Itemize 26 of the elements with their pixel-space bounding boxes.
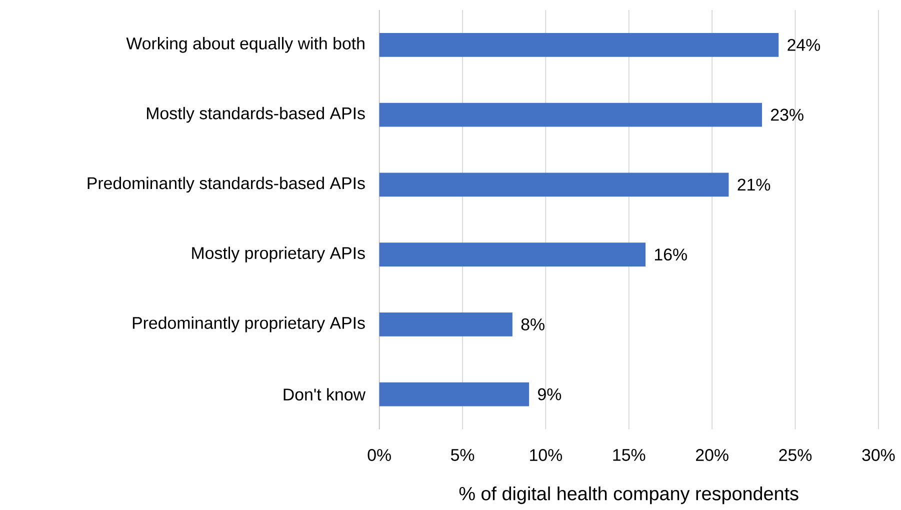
x-tick-label: 30% bbox=[862, 448, 895, 461]
y-tick-label: Working about equally with both bbox=[126, 37, 364, 53]
bar bbox=[379, 382, 530, 406]
data-label: 23% bbox=[771, 108, 804, 121]
data-label: 16% bbox=[655, 248, 687, 260]
bar bbox=[379, 312, 512, 336]
y-tick-label: Mostly proprietary APIs bbox=[192, 246, 365, 262]
x-tick-label: 10% bbox=[530, 448, 562, 461]
y-tick-label: Predominantly standards-based APIs bbox=[88, 176, 365, 193]
x-tick-label: 0% bbox=[368, 448, 391, 461]
x-axis-title: % of digital health company respondents bbox=[459, 486, 798, 504]
data-label: 8% bbox=[521, 318, 544, 330]
data-label: 9% bbox=[538, 388, 562, 400]
x-tick-label: 5% bbox=[450, 449, 474, 461]
x-tick-label: 20% bbox=[696, 448, 728, 461]
y-tick-label: Don't know bbox=[284, 388, 366, 400]
bar bbox=[379, 242, 646, 266]
bar bbox=[379, 172, 729, 197]
x-tick-label: 15% bbox=[613, 449, 646, 461]
bar bbox=[379, 102, 762, 127]
data-label: 24% bbox=[788, 38, 820, 51]
x-tick-label: 25% bbox=[779, 448, 812, 461]
y-tick-label: Predominantly proprietary APIs bbox=[132, 316, 365, 332]
data-label: 21% bbox=[738, 178, 770, 191]
y-tick-label: Mostly standards-based APIs bbox=[147, 106, 365, 123]
bar bbox=[379, 32, 779, 57]
